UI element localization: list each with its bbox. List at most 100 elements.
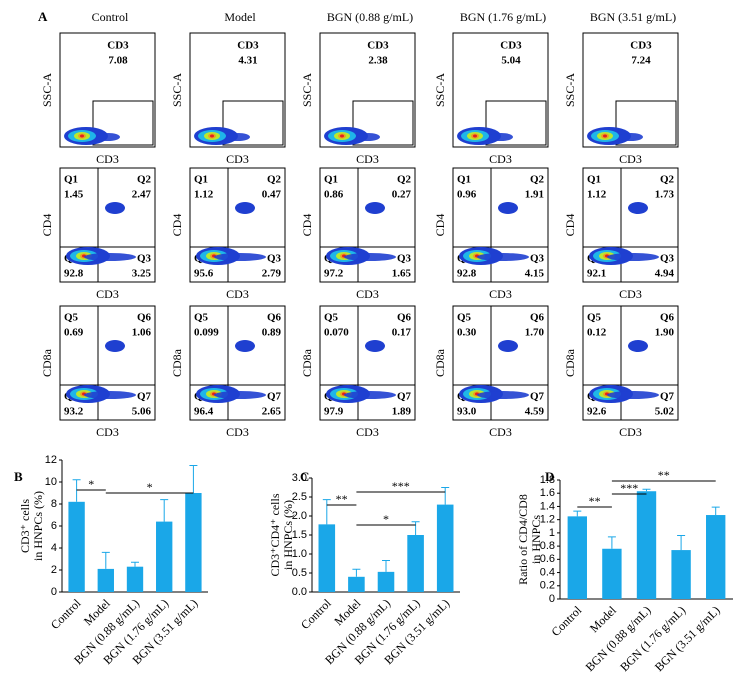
- error-bar: [411, 521, 420, 535]
- quadrant-name: Q7: [530, 391, 545, 403]
- density: [340, 134, 344, 138]
- bar: [436, 504, 454, 592]
- gate-name: CD3: [107, 40, 129, 52]
- y-axis-label: SSC-A: [40, 73, 54, 107]
- quadrant-value: 2.65: [262, 406, 282, 418]
- density-cluster: [498, 340, 518, 352]
- gate-name: CD3: [630, 40, 652, 52]
- quadrant-name: Q5: [587, 312, 602, 324]
- error-bar: [189, 465, 198, 493]
- y-tick-label: 10: [45, 476, 57, 488]
- y-tick-label: 0.5: [292, 567, 307, 579]
- density-cluster: [365, 340, 385, 352]
- gate-name: CD3: [367, 40, 389, 52]
- quadrant-value: 0.27: [392, 189, 412, 201]
- quadrant-name: Q5: [457, 312, 472, 324]
- quadrant-value: 1.90: [655, 327, 675, 339]
- plot-frame: [319, 32, 416, 148]
- x-axis-label: CD3: [489, 425, 512, 439]
- density-tail: [214, 391, 266, 399]
- gate-value: 2.38: [368, 55, 388, 67]
- y-axis-label: CD8a: [433, 348, 447, 377]
- quadrant-value: 5.06: [132, 406, 152, 418]
- significance-label: *: [147, 480, 153, 494]
- significance-label: *: [88, 477, 94, 491]
- gate-name: CD3: [500, 40, 522, 52]
- quadrant-value: 0.070: [324, 327, 349, 339]
- bar: [348, 576, 365, 592]
- error-bar: [131, 561, 139, 567]
- quadrant-value: 4.59: [525, 406, 545, 418]
- gate: [92, 100, 154, 146]
- y-axis-label: CD4: [563, 214, 577, 237]
- plot-frame: [189, 32, 286, 148]
- error-bar: [382, 559, 390, 572]
- density: [80, 134, 84, 138]
- plot-frame: [189, 167, 286, 283]
- density-cluster: [628, 340, 648, 352]
- plot-frame: [319, 167, 416, 283]
- plot-frame: [582, 167, 679, 283]
- x-axis-label: CD3: [356, 152, 379, 166]
- x-axis-label: CD3: [619, 152, 642, 166]
- column-title: Model: [224, 10, 256, 24]
- y-axis-label: CD8a: [563, 348, 577, 377]
- quadrant-name: Q6: [267, 312, 282, 324]
- gate: [352, 100, 414, 146]
- error-bar: [677, 535, 686, 551]
- quadrant-value: 0.96: [457, 189, 477, 201]
- quadrant-value: 0.17: [392, 327, 412, 339]
- significance-label: ***: [620, 481, 638, 495]
- quadrant-name: Q2: [267, 174, 282, 186]
- density-cluster: [365, 202, 385, 214]
- y-axis-label: CD3⁺ cells: [18, 499, 32, 553]
- bar: [706, 515, 726, 599]
- quadrant-value: 4.15: [525, 268, 545, 280]
- y-tick-label: 6: [51, 520, 57, 532]
- bar: [185, 493, 202, 592]
- column-title: BGN (0.88 g/mL): [327, 10, 413, 24]
- density: [210, 134, 214, 138]
- quadrant-value: 0.47: [262, 189, 282, 201]
- quadrant-value: 0.099: [194, 327, 219, 339]
- quadrant-value: 96.4: [194, 406, 214, 418]
- density-tail: [344, 253, 396, 261]
- y-tick-label: 0.6: [540, 553, 555, 565]
- quadrant-value: 1.73: [655, 189, 675, 201]
- y-tick-label: 1.6: [540, 487, 555, 499]
- quadrant-name: Q6: [397, 312, 412, 324]
- gate-value: 7.24: [631, 55, 651, 67]
- bar: [126, 566, 144, 592]
- quadrant-value: 1.91: [525, 189, 544, 201]
- quadrant-value: 0.69: [64, 327, 84, 339]
- quadrant-name: Q2: [530, 174, 545, 186]
- gate: [615, 100, 677, 146]
- panel-label: A: [38, 9, 48, 24]
- quadrant-name: Q3: [660, 253, 675, 265]
- density-tail: [226, 133, 250, 141]
- quadrant-value: 93.2: [64, 406, 84, 418]
- quadrant-name: Q3: [267, 253, 282, 265]
- quadrant-name: Q1: [324, 174, 338, 186]
- quadrant-name: Q3: [397, 253, 412, 265]
- x-axis-label: CD3: [96, 287, 119, 301]
- x-axis-label: CD3: [489, 152, 512, 166]
- y-tick-label: 2: [51, 564, 57, 576]
- y-tick-label: 0: [51, 586, 57, 598]
- quadrant-name: Q7: [267, 391, 282, 403]
- quadrant-name: Q2: [137, 174, 152, 186]
- plot-frame: [452, 167, 549, 283]
- density-tail: [96, 133, 120, 141]
- x-tick-label: Control: [549, 603, 585, 639]
- x-tick-label: Model: [587, 603, 620, 636]
- y-axis-label: in HNPCs (%): [281, 500, 295, 570]
- y-tick-label: 0.2: [540, 580, 555, 592]
- y-axis-label: SSC-A: [563, 73, 577, 107]
- density-tail: [84, 253, 136, 261]
- quadrant-name: Q6: [530, 312, 545, 324]
- density-cluster: [235, 340, 255, 352]
- gate-value: 4.31: [238, 55, 257, 67]
- density-tail: [619, 133, 643, 141]
- y-axis-label: CD4: [170, 214, 184, 237]
